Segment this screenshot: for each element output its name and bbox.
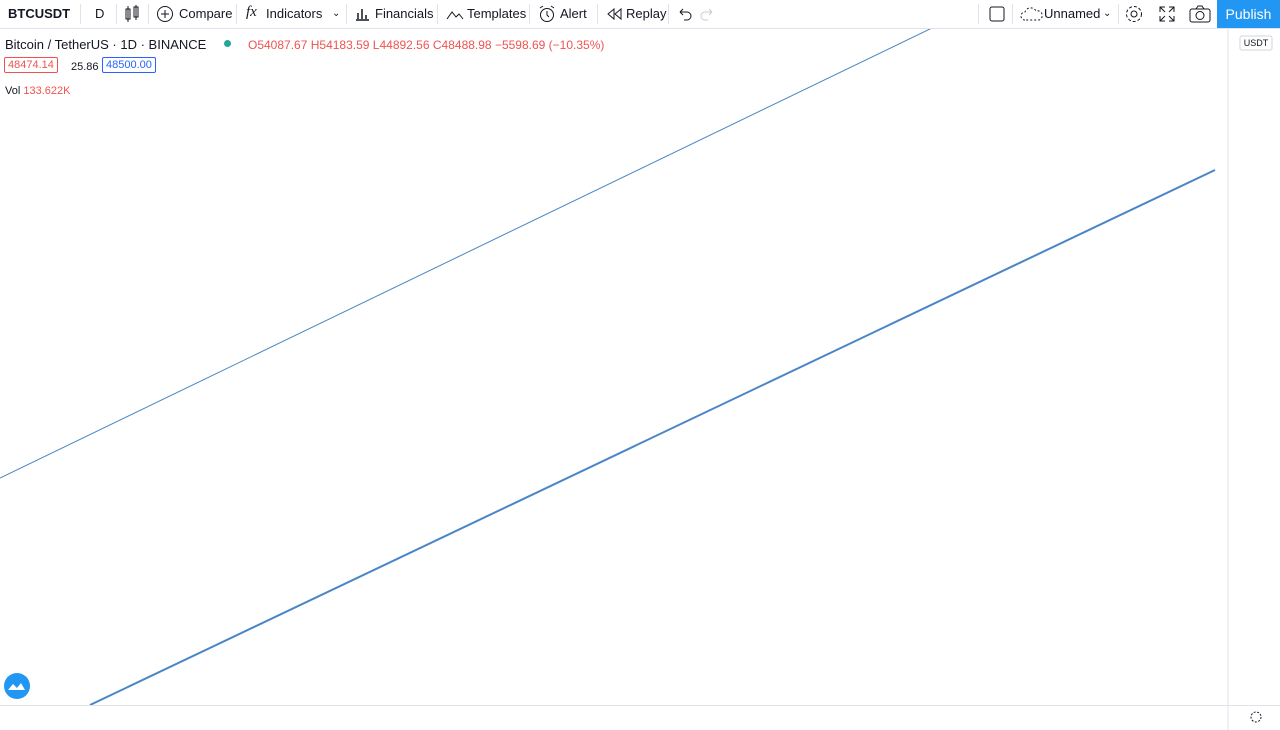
separator: [437, 4, 438, 24]
fullscreen-icon[interactable]: [1158, 5, 1176, 23]
publish-button[interactable]: Publish: [1217, 0, 1280, 28]
separator: [597, 4, 598, 24]
indicators-icon[interactable]: fx: [246, 4, 257, 20]
separator: [80, 4, 81, 24]
chart: USDT: [0, 29, 1280, 730]
templates-button[interactable]: Templates: [467, 6, 527, 21]
volume-legend: Vol 133.622K: [5, 85, 70, 97]
alert-icon[interactable]: [538, 5, 556, 23]
indicators-button[interactable]: Indicators: [266, 6, 323, 21]
ohlc: O54087.67 H54183.59 L44892.56 C48488.98 …: [248, 38, 604, 52]
low: L44892.56: [372, 38, 430, 52]
compare-icon[interactable]: [156, 5, 174, 23]
close: C48488.98: [432, 38, 492, 52]
alert-button[interactable]: Alert: [560, 6, 587, 21]
separator: [529, 4, 530, 24]
high: H54183.59: [310, 38, 370, 52]
compare-button[interactable]: Compare: [179, 6, 233, 21]
axis-settings-icon[interactable]: [1250, 711, 1262, 723]
dropdown-icon[interactable]: ⌄: [1103, 8, 1112, 19]
separator: [668, 4, 669, 24]
currency-box[interactable]: [1239, 35, 1273, 51]
currency: USDT: [1244, 38, 1269, 48]
status-dot: [224, 40, 231, 47]
cloud-icon[interactable]: [1020, 6, 1044, 22]
financials-button[interactable]: Financials: [375, 6, 434, 21]
replay-button[interactable]: Replay: [626, 6, 667, 21]
separator: [1118, 4, 1119, 24]
separator: [346, 4, 347, 24]
logo: [4, 673, 30, 699]
financials-icon[interactable]: [354, 6, 370, 22]
trend-line[interactable]: [89, 169, 1216, 705]
snapshot-icon[interactable]: [1189, 5, 1211, 23]
drawings: [0, 29, 1216, 705]
separator: [978, 4, 979, 24]
symbol[interactable]: BTCUSDT: [8, 6, 71, 21]
volume-value: 133.622K: [23, 85, 71, 97]
open: O54087.67: [248, 38, 308, 52]
layout-name[interactable]: Unnamed: [1044, 6, 1101, 21]
trend-line[interactable]: [0, 29, 932, 479]
toolbar: BTCUSDT D Compare fx Indicators ⌄ Financ…: [0, 0, 1280, 29]
spread: 25.86: [71, 61, 99, 73]
ask[interactable]: 48500.00: [102, 57, 156, 73]
volume-label: Vol: [5, 85, 21, 97]
bid[interactable]: 48474.14: [4, 57, 58, 73]
separator: [1012, 4, 1013, 24]
settings-icon[interactable]: [1124, 4, 1144, 24]
layout-icon[interactable]: [989, 6, 1005, 22]
dropdown-icon[interactable]: ⌄: [332, 8, 341, 19]
interval[interactable]: D: [95, 6, 105, 21]
separator: [148, 4, 149, 24]
separator: [116, 4, 117, 24]
templates-icon[interactable]: [446, 6, 464, 22]
symbol-title: Bitcoin / TetherUS · 1D · BINANCE: [5, 37, 207, 52]
undo-redo[interactable]: [676, 6, 716, 22]
change: −5598.69 (−10.35%): [494, 38, 605, 52]
separator: [236, 4, 237, 24]
logo-mark: [8, 683, 25, 690]
replay-icon[interactable]: [606, 7, 622, 21]
chart-type-icon[interactable]: [124, 5, 140, 23]
